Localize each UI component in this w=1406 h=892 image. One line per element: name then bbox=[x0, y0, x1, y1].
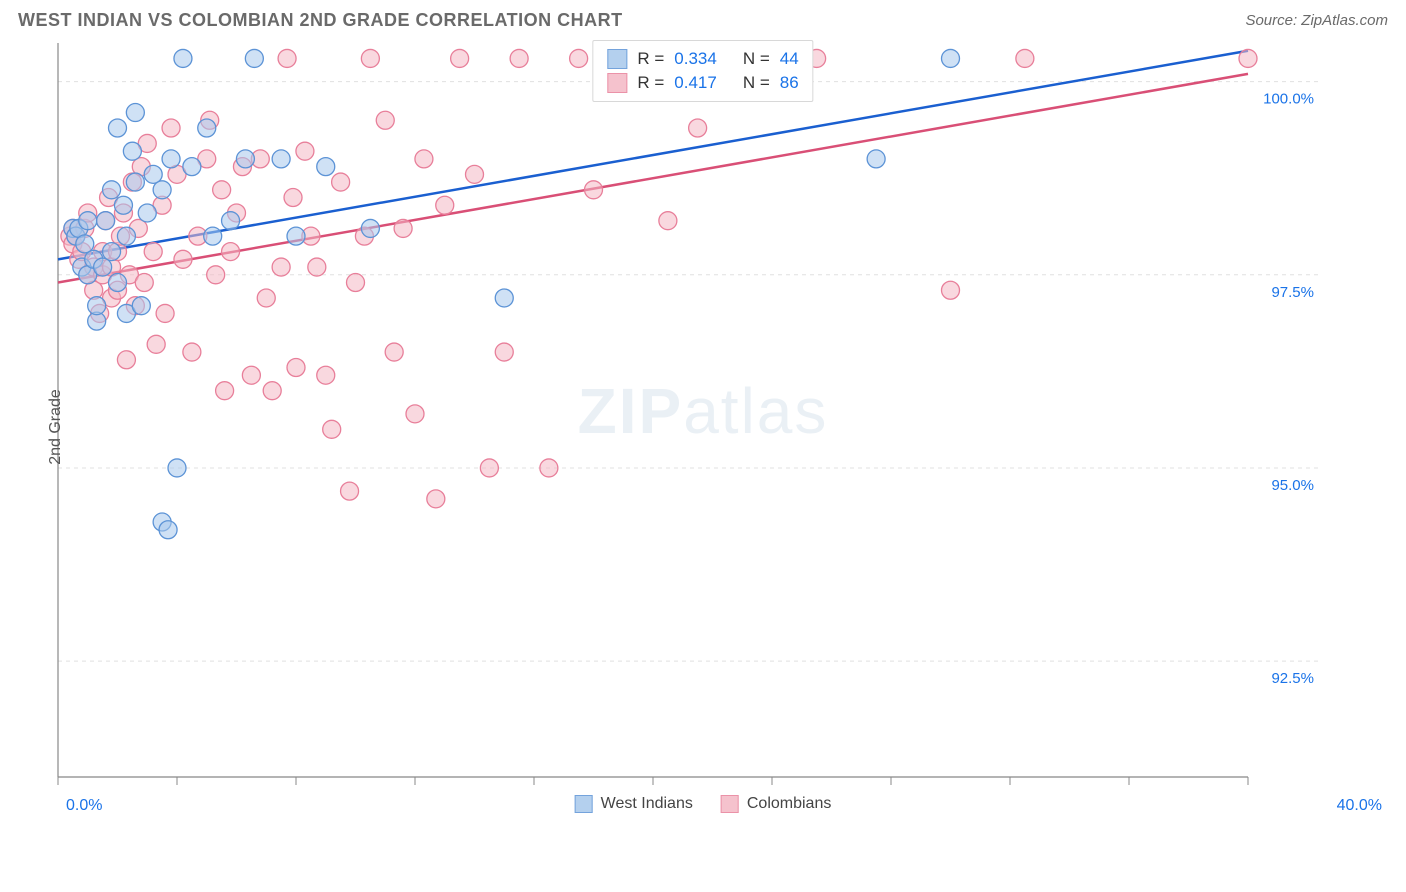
svg-text:100.0%: 100.0% bbox=[1263, 91, 1314, 108]
series-legend: West Indians Colombians bbox=[575, 795, 832, 813]
legend-item-colombians: Colombians bbox=[721, 795, 831, 813]
swatch-colombians-icon bbox=[721, 795, 739, 813]
swatch-west-indians bbox=[607, 49, 627, 69]
svg-text:95.0%: 95.0% bbox=[1271, 477, 1314, 494]
x-axis-max-label: 40.0% bbox=[1337, 797, 1382, 815]
legend-row-colombians: R = 0.417 N = 86 bbox=[607, 71, 798, 95]
swatch-west-indians-icon bbox=[575, 795, 593, 813]
legend-row-west-indians: R = 0.334 N = 44 bbox=[607, 47, 798, 71]
x-axis-min-label: 0.0% bbox=[66, 797, 102, 815]
correlation-legend: R = 0.334 N = 44 R = 0.417 N = 86 bbox=[592, 40, 813, 102]
legend-item-west-indians: West Indians bbox=[575, 795, 693, 813]
source-attribution: Source: ZipAtlas.com bbox=[1245, 12, 1388, 29]
scatter-chart: 92.5% 95.0% 97.5% 100.0% bbox=[18, 37, 1318, 817]
svg-text:97.5%: 97.5% bbox=[1271, 284, 1314, 301]
svg-text:92.5%: 92.5% bbox=[1271, 670, 1314, 687]
swatch-colombians bbox=[607, 73, 627, 93]
chart-title: WEST INDIAN VS COLOMBIAN 2ND GRADE CORRE… bbox=[18, 10, 623, 31]
y-axis-label: 2nd Grade bbox=[47, 389, 65, 465]
chart-container: 2nd Grade 92.5%95.0%97.5%100.0% ZIPatlas… bbox=[18, 37, 1388, 817]
